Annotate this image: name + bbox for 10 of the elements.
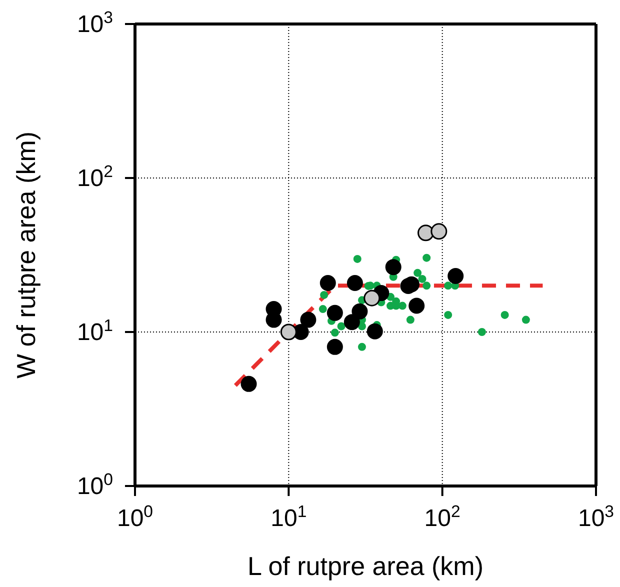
- x-axis-title: L of rutpre area (km): [247, 551, 484, 581]
- y-tick-label: 10$^{0}$: [76, 470, 113, 500]
- x-tick-label: 10$^{3}$: [578, 502, 614, 532]
- y-tick-label: 10$^{1}$: [76, 316, 113, 346]
- x-tick-label: 10$^{2}$: [424, 502, 460, 532]
- x-tick-label: 10$^{1}$: [270, 502, 307, 532]
- y-tick-label: 10$^{2}$: [76, 162, 113, 192]
- y-tick-label: 10$^{3}$: [76, 8, 113, 38]
- x-tick-label: 10$^{0}$: [116, 502, 154, 532]
- y-axis-title: W of rutpre area (km): [11, 131, 42, 379]
